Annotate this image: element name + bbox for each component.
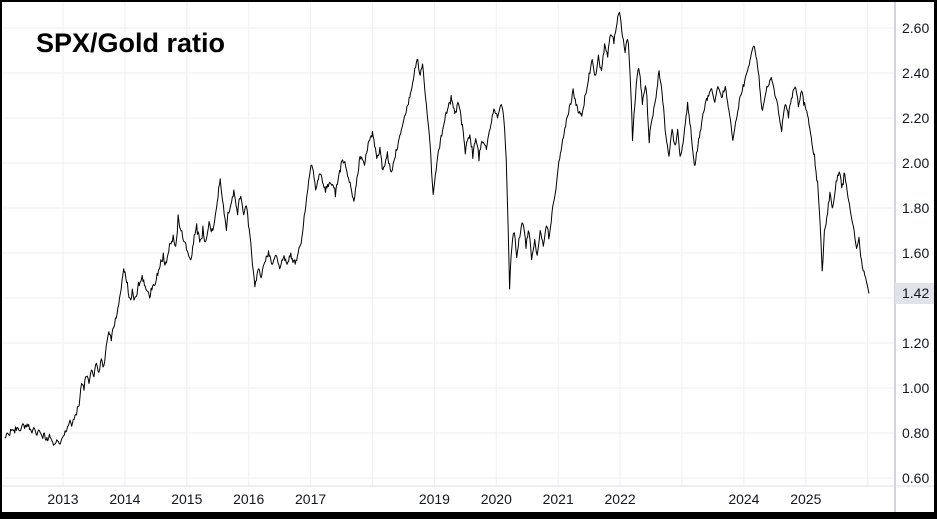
- frame-top: [0, 0, 937, 2]
- y-axis-tick-label: 2.20: [902, 110, 929, 126]
- x-axis-tick-label: 2024: [728, 491, 759, 507]
- y-axis-tick-label: 2.40: [902, 65, 929, 81]
- x-axis-tick-label: 2013: [47, 491, 78, 507]
- x-axis-tick-label: 2022: [605, 491, 636, 507]
- x-axis-tick-label: 2025: [790, 491, 821, 507]
- x-axis-tick-label: 2017: [295, 491, 326, 507]
- x-axis-tick-label: 2019: [419, 491, 450, 507]
- y-axis-tick-label: 2.60: [902, 20, 929, 36]
- chart-title: SPX/Gold ratio: [36, 28, 226, 58]
- frame-right: [934, 0, 937, 519]
- y-axis-tick-label: 1.60: [902, 245, 929, 261]
- y-axis-tick-label: 2.00: [902, 155, 929, 171]
- y-axis-tick-label: 0.80: [902, 425, 929, 441]
- y-axis-tick-label: 1.20: [902, 335, 929, 351]
- x-axis-tick-label: 2021: [543, 491, 574, 507]
- frame-bottom: [0, 512, 937, 519]
- x-axis-tick-label: 2016: [233, 491, 264, 507]
- x-axis-tick-label: 2020: [481, 491, 512, 507]
- y-axis-tick-label: 0.60: [902, 470, 929, 486]
- y-axis-tick-label: 1.80: [902, 200, 929, 216]
- y-axis-tick-label: 1.00: [902, 380, 929, 396]
- last-price-badge: 1.42: [895, 283, 934, 304]
- price-line-series: [4, 11, 870, 446]
- x-axis-tick-label: 2014: [109, 491, 140, 507]
- x-axis-tick-label: 2015: [171, 491, 202, 507]
- frame-left: [0, 0, 2, 519]
